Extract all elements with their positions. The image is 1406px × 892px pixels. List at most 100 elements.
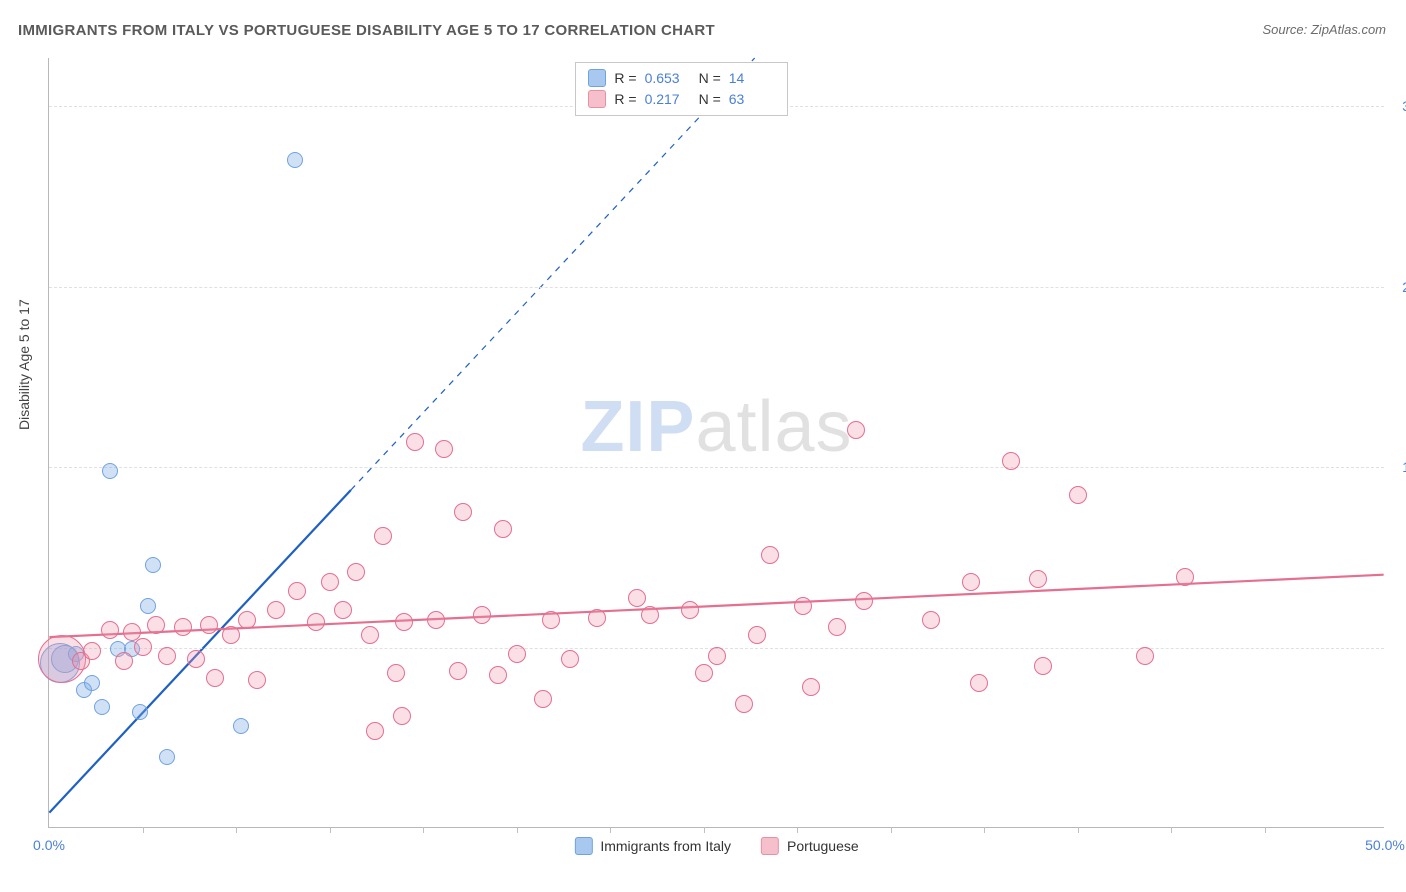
scatter-point	[233, 718, 249, 734]
legend-item: Immigrants from Italy	[574, 837, 731, 855]
trend-lines	[49, 58, 1384, 827]
scatter-point	[321, 573, 339, 591]
scatter-point	[794, 597, 812, 615]
scatter-point	[387, 664, 405, 682]
scatter-point	[449, 662, 467, 680]
scatter-point	[1136, 647, 1154, 665]
y-axis-label: Disability Age 5 to 17	[16, 299, 32, 430]
scatter-point	[101, 621, 119, 639]
x-tick-label: 50.0%	[1365, 837, 1405, 853]
scatter-point	[641, 606, 659, 624]
scatter-point	[828, 618, 846, 636]
scatter-point	[115, 652, 133, 670]
y-tick-label: 22.5%	[1402, 279, 1406, 295]
x-tick	[423, 827, 424, 833]
scatter-point	[922, 611, 940, 629]
scatter-point	[84, 675, 100, 691]
scatter-point	[708, 647, 726, 665]
r-label: R =	[614, 68, 636, 89]
x-tick-label: 0.0%	[33, 837, 65, 853]
scatter-point	[1176, 568, 1194, 586]
y-tick-label: 15.0%	[1402, 459, 1406, 475]
scatter-point	[454, 503, 472, 521]
scatter-point	[222, 626, 240, 644]
legend-swatch	[588, 90, 606, 108]
scatter-point	[1029, 570, 1047, 588]
source-attribution: Source: ZipAtlas.com	[1262, 22, 1386, 37]
scatter-point	[435, 440, 453, 458]
scatter-point	[159, 749, 175, 765]
n-label: N =	[699, 89, 721, 110]
legend-row: R =0.217N =63	[588, 89, 774, 110]
scatter-point	[802, 678, 820, 696]
scatter-point	[542, 611, 560, 629]
legend-swatch	[574, 837, 592, 855]
scatter-point	[761, 546, 779, 564]
legend-swatch	[588, 69, 606, 87]
x-tick	[891, 827, 892, 833]
scatter-point	[134, 638, 152, 656]
x-tick	[517, 827, 518, 833]
scatter-point	[187, 650, 205, 668]
x-tick	[984, 827, 985, 833]
n-label: N =	[699, 68, 721, 89]
scatter-point	[1002, 452, 1020, 470]
x-tick	[330, 827, 331, 833]
gridline-h	[49, 467, 1384, 468]
series-legend: Immigrants from Italy Portuguese	[574, 837, 858, 855]
x-tick	[610, 827, 611, 833]
scatter-point	[681, 601, 699, 619]
watermark-atlas: atlas	[695, 387, 852, 467]
scatter-point	[970, 674, 988, 692]
chart-title: IMMIGRANTS FROM ITALY VS PORTUGUESE DISA…	[18, 22, 715, 39]
watermark: ZIPatlas	[580, 386, 852, 468]
scatter-point	[102, 463, 118, 479]
r-value: 0.217	[645, 89, 691, 110]
scatter-point	[374, 527, 392, 545]
scatter-point	[748, 626, 766, 644]
x-tick	[143, 827, 144, 833]
scatter-point	[145, 557, 161, 573]
scatter-point	[508, 645, 526, 663]
x-tick	[1265, 827, 1266, 833]
scatter-point	[83, 642, 101, 660]
gridline-h	[49, 287, 1384, 288]
scatter-point	[94, 699, 110, 715]
scatter-point	[473, 606, 491, 624]
scatter-point	[248, 671, 266, 689]
scatter-point	[628, 589, 646, 607]
x-tick	[704, 827, 705, 833]
scatter-point	[494, 520, 512, 538]
n-value: 63	[729, 89, 775, 110]
scatter-point	[855, 592, 873, 610]
scatter-point	[393, 707, 411, 725]
scatter-point	[1069, 486, 1087, 504]
x-tick	[797, 827, 798, 833]
scatter-point	[427, 611, 445, 629]
scatter-point	[695, 664, 713, 682]
scatter-point	[347, 563, 365, 581]
scatter-point	[334, 601, 352, 619]
watermark-zip: ZIP	[580, 387, 695, 467]
scatter-point	[132, 704, 148, 720]
scatter-point	[288, 582, 306, 600]
correlation-legend: R =0.653N =14R =0.217N =63	[575, 62, 787, 116]
legend-item: Portuguese	[761, 837, 859, 855]
scatter-point	[158, 647, 176, 665]
scatter-point	[489, 666, 507, 684]
scatter-point	[561, 650, 579, 668]
legend-row: R =0.653N =14	[588, 68, 774, 89]
x-tick	[1171, 827, 1172, 833]
scatter-point	[147, 616, 165, 634]
legend-label: Portuguese	[787, 838, 859, 854]
scatter-point	[847, 421, 865, 439]
scatter-point	[962, 573, 980, 591]
scatter-point	[534, 690, 552, 708]
y-tick-label: 30.0%	[1402, 98, 1406, 114]
scatter-point	[267, 601, 285, 619]
scatter-point	[140, 598, 156, 614]
x-tick	[236, 827, 237, 833]
r-value: 0.653	[645, 68, 691, 89]
scatter-point	[174, 618, 192, 636]
legend-swatch	[761, 837, 779, 855]
